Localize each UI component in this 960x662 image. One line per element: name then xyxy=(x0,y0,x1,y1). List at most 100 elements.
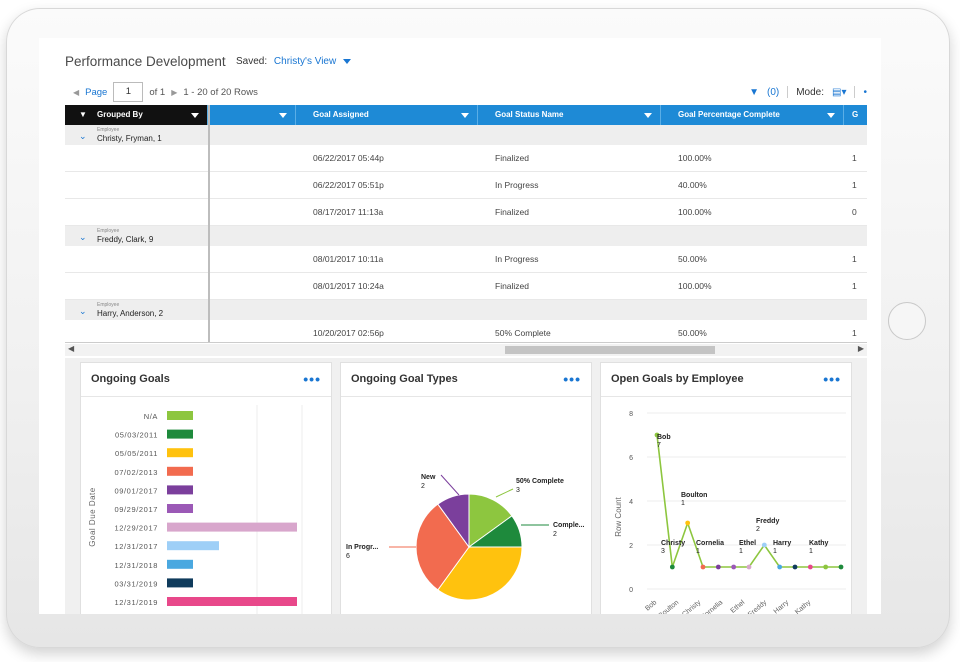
divider xyxy=(854,86,856,98)
table-cell: 40.00% xyxy=(661,172,844,199)
app-screen: Performance Development Saved: Christy's… xyxy=(39,38,881,614)
table-cell xyxy=(210,145,296,172)
bar xyxy=(167,466,193,476)
data-value: 7 xyxy=(657,442,661,449)
bar xyxy=(167,559,193,569)
page-label: Page xyxy=(85,86,108,98)
table-row[interactable]: 08/01/2017 10:24a Finalized 100.00% 1 xyxy=(65,273,867,300)
table-cell: 100.00% xyxy=(661,273,844,300)
table-cell: 08/01/2017 10:11a xyxy=(296,246,478,273)
next-page-icon[interactable]: ▶ xyxy=(171,87,178,97)
slice-value: 2 xyxy=(553,531,557,538)
mode-icon[interactable]: ▤▾ xyxy=(832,86,847,98)
table-cell xyxy=(65,145,208,172)
axis-label: Row Count xyxy=(614,496,623,536)
dropdown-icon[interactable] xyxy=(827,113,835,118)
column-header-goal-assigned[interactable]: Goal Assigned xyxy=(296,105,478,125)
divider xyxy=(341,396,591,397)
tick-label: 12/31/2019 xyxy=(114,598,158,607)
pie-slice xyxy=(437,493,470,549)
leader-line xyxy=(440,474,460,496)
column-header-goal-status[interactable]: Goal Status Name xyxy=(478,105,661,125)
scroll-right-icon[interactable]: ▶ xyxy=(857,344,864,353)
tick-label: 07/02/2013 xyxy=(114,468,158,477)
chevron-down-icon[interactable]: ⌄ xyxy=(79,232,87,242)
dropdown-icon[interactable] xyxy=(279,113,287,118)
tick-label: 2 xyxy=(629,543,633,550)
leader-line xyxy=(495,488,514,498)
table-row[interactable]: 06/22/2017 05:44p Finalized 100.00% 1 xyxy=(65,145,867,172)
data-value: 1 xyxy=(739,548,743,555)
data-label: Ethel xyxy=(739,540,756,547)
prev-page-icon[interactable]: ◀ xyxy=(73,87,80,97)
tick-label: 05/05/2011 xyxy=(115,449,158,458)
divider xyxy=(601,396,851,397)
group-label: Employee Freddy, Clark, 9 xyxy=(79,228,153,244)
table-cell: 06/22/2017 05:51p xyxy=(296,172,478,199)
table-cell xyxy=(210,273,296,300)
column-header-grouped-by[interactable]: ▼ Grouped By xyxy=(65,105,208,125)
data-value: 1 xyxy=(681,500,685,507)
data-value: 1 xyxy=(773,548,777,555)
horizontal-scrollbar[interactable]: ◀ ▶ xyxy=(65,344,867,356)
bar-chart: Goal Due Date N/A 05/03/2011 05/05/2011 07/0… xyxy=(88,405,303,614)
column-header-g[interactable]: G xyxy=(844,105,867,125)
data-label: Cornelia xyxy=(696,540,724,547)
page-input[interactable]: 1 xyxy=(113,82,144,102)
tick-label: Cornelia xyxy=(700,599,725,614)
group-type: Employee xyxy=(97,127,120,133)
group-row[interactable]: ⌄ Employee Harry, Anderson, 2 xyxy=(65,300,867,320)
saved-view-value[interactable]: Christy's View xyxy=(273,56,337,67)
data-point xyxy=(685,520,691,526)
data-point xyxy=(731,564,737,570)
tick-label: 4 xyxy=(629,499,633,506)
data-label: Boulton xyxy=(681,492,707,499)
scroll-left-icon[interactable]: ◀ xyxy=(68,344,75,353)
slice-label: 50% Complete xyxy=(516,478,564,485)
page-title: Performance Development xyxy=(65,54,226,69)
table-cell xyxy=(210,172,296,199)
saved-view-selector[interactable]: Saved: Christy's View xyxy=(236,56,351,67)
tick-label: Harry xyxy=(773,599,791,614)
data-grid: ▼ Grouped By Goal Assigned Goal Status N… xyxy=(65,105,867,343)
group-row[interactable]: ⌄ Employee Freddy, Clark, 9 xyxy=(65,226,867,246)
scroll-thumb[interactable] xyxy=(505,346,715,354)
table-cell xyxy=(65,172,208,199)
table-cell: 100.00% xyxy=(661,199,844,226)
more-icon[interactable]: • xyxy=(863,86,867,98)
slice-value: 2 xyxy=(421,483,425,490)
dropdown-icon[interactable] xyxy=(644,113,652,118)
data-point xyxy=(761,542,767,548)
tick-label: 8 xyxy=(629,411,633,418)
data-label: Kathy xyxy=(809,540,829,547)
data-point xyxy=(807,564,813,570)
column-header-employee[interactable] xyxy=(210,105,296,125)
bar xyxy=(167,597,297,606)
chevron-down-icon[interactable] xyxy=(343,58,351,64)
group-row[interactable]: ⌄ Employee Christy, Fryman, 1 xyxy=(65,125,867,145)
dropdown-icon[interactable] xyxy=(191,113,199,118)
table-cell: 06/22/2017 05:44p xyxy=(296,145,478,172)
filter-count[interactable]: (0) xyxy=(766,86,780,98)
slice-label: New xyxy=(421,474,436,481)
table-row[interactable]: 08/17/2017 11:13a Finalized 100.00% 0 xyxy=(65,199,867,226)
filter-icon[interactable]: ▼ xyxy=(749,86,759,98)
chevron-down-icon[interactable]: ⌄ xyxy=(79,306,87,316)
table-cell: 1 xyxy=(844,145,867,172)
more-options-icon[interactable]: ••• xyxy=(303,371,321,387)
dropdown-icon[interactable] xyxy=(461,113,469,118)
data-point xyxy=(838,564,844,570)
tick-label: Freddy xyxy=(747,599,769,614)
home-button[interactable] xyxy=(888,302,926,340)
chevron-down-icon[interactable]: ⌄ xyxy=(79,131,87,141)
pager: ◀ Page 1 of 1 ▶ 1 - 20 of 20 Rows xyxy=(73,82,258,102)
more-options-icon[interactable]: ••• xyxy=(563,371,581,387)
table-row[interactable]: 10/20/2017 02:56p 50% Complete 50.00% 1 xyxy=(65,320,867,342)
tick-label: Christy xyxy=(681,599,703,614)
more-options-icon[interactable]: ••• xyxy=(823,371,841,387)
table-row[interactable]: 08/01/2017 10:11a In Progress 50.00% 1 xyxy=(65,246,867,273)
table-cell: 50.00% xyxy=(661,246,844,273)
column-header-goal-percentage[interactable]: Goal Percentage Complete xyxy=(661,105,844,125)
bar xyxy=(167,522,297,532)
table-row[interactable]: 06/22/2017 05:51p In Progress 40.00% 1 xyxy=(65,172,867,199)
